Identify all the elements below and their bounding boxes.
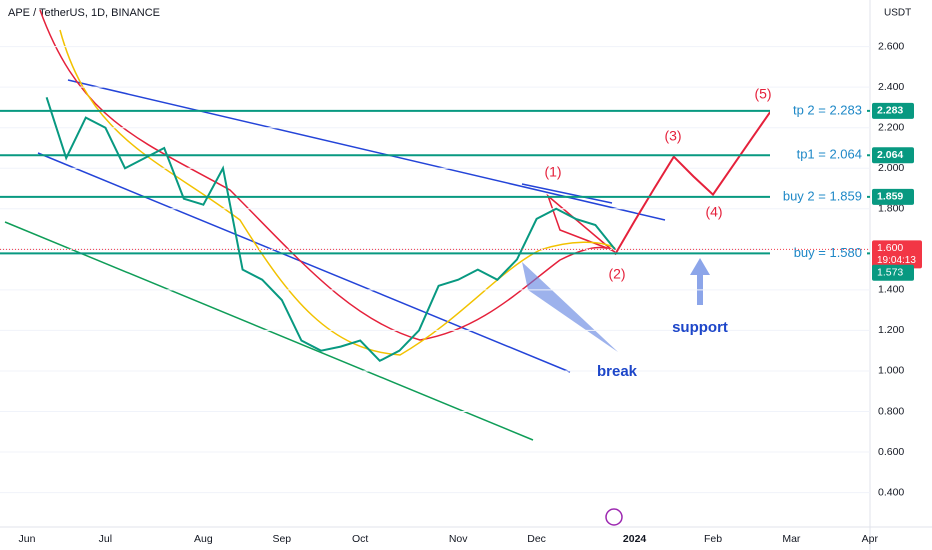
annotation: support xyxy=(672,319,728,336)
x-tick-label: Aug xyxy=(194,533,213,545)
annotation: (3) xyxy=(664,128,681,144)
level-label-bg xyxy=(770,187,867,206)
x-tick-label: 2024 xyxy=(623,533,647,545)
y-tick-label: 1.800 xyxy=(878,203,904,215)
x-tick-label: Sep xyxy=(272,533,291,545)
price-line xyxy=(614,109,773,256)
annotation: (5) xyxy=(754,86,771,102)
x-tick-label: Oct xyxy=(352,533,368,545)
x-tick-label: Dec xyxy=(527,533,546,545)
support-arrow xyxy=(690,258,710,305)
currency: USDT xyxy=(884,8,911,19)
price-tag-label: 2.283 xyxy=(877,105,903,117)
annotation: (1) xyxy=(544,164,561,180)
x-tick-label: Jul xyxy=(99,533,112,545)
y-tick-label: 0.600 xyxy=(878,446,904,458)
break-arrow xyxy=(522,262,618,352)
price-tag xyxy=(872,102,914,119)
triangle xyxy=(546,193,613,251)
trend-line xyxy=(4,221,534,441)
level-label: tp 2 = 2.283 xyxy=(793,102,862,117)
triangle-line xyxy=(521,183,613,204)
level-label-bg xyxy=(770,101,867,120)
level-label: buy = 1.580 xyxy=(794,245,862,260)
last-price-label: 1.600 xyxy=(877,242,903,254)
x-tick-label: Apr xyxy=(862,533,879,545)
annotation: (2) xyxy=(608,266,625,282)
level-label: buy 2 = 1.859 xyxy=(783,188,862,203)
y-tick-label: 1.400 xyxy=(878,284,904,296)
x-tick-label: Mar xyxy=(782,533,801,545)
y-tick-label: 2.400 xyxy=(878,81,904,93)
y-tick-label: 1.000 xyxy=(878,365,904,377)
price-tag-label: 2.064 xyxy=(877,149,903,161)
moving-average xyxy=(39,9,616,341)
last-price-tag xyxy=(872,240,922,269)
x-tick-label: Nov xyxy=(449,533,468,545)
y-tick-label: 1.200 xyxy=(878,324,904,336)
x-tick-label: Feb xyxy=(704,533,722,545)
y-tick-label: 0.800 xyxy=(878,405,904,417)
level-label: tp1 = 2.064 xyxy=(797,147,862,162)
countdown: 19:04:13 xyxy=(877,255,916,266)
low-tag xyxy=(872,264,914,281)
y-tick-label: 2.600 xyxy=(878,40,904,52)
low-tag-label: 1.573 xyxy=(877,267,903,279)
annotation: break xyxy=(597,363,638,380)
x-tick-label: Jun xyxy=(19,533,36,545)
channel-line xyxy=(37,152,571,373)
price-tag-label: 1.859 xyxy=(877,191,903,203)
price-tag xyxy=(872,188,914,205)
symbol-title: APE / TetherUS, 1D, BINANCE xyxy=(8,7,160,19)
annotation: (4) xyxy=(705,204,722,220)
level-label-bg xyxy=(770,244,867,263)
y-tick-label: 0.400 xyxy=(878,486,904,498)
price-tag xyxy=(872,147,914,164)
level-label-bg xyxy=(770,146,867,165)
y-tick-label: 2.200 xyxy=(878,121,904,133)
event-icon xyxy=(605,508,623,526)
y-tick-label: 2.000 xyxy=(878,162,904,174)
